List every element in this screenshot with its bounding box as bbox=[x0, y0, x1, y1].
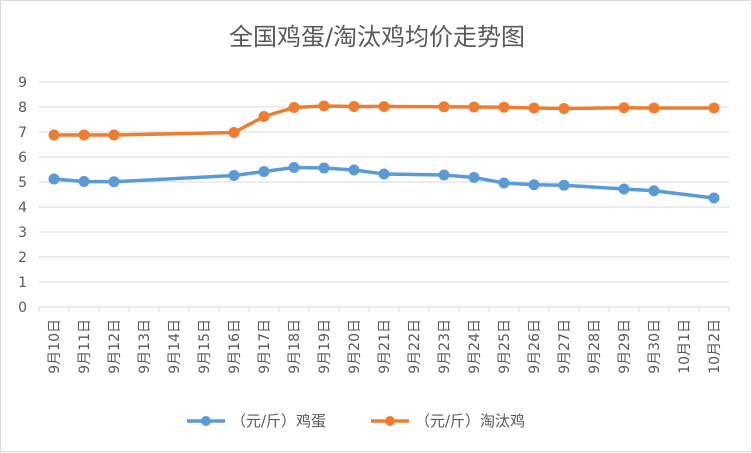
x-tick-label: 9月15日 bbox=[197, 319, 213, 374]
y-tick-label: 1 bbox=[18, 275, 27, 291]
data-point bbox=[78, 176, 90, 187]
x-tick-label: 9月21日 bbox=[377, 319, 393, 374]
data-point bbox=[48, 173, 60, 185]
x-tick-label: 9月30日 bbox=[647, 319, 663, 374]
x-tick-label: 9月26日 bbox=[527, 319, 543, 374]
data-point bbox=[228, 170, 240, 181]
x-tick-label: 10月1日 bbox=[677, 319, 693, 374]
y-tick-label: 0 bbox=[18, 300, 27, 316]
data-point bbox=[378, 168, 390, 180]
x-tick-label: 9月13日 bbox=[137, 319, 153, 374]
y-tick-label: 6 bbox=[18, 150, 27, 166]
x-tick-label: 9月19日 bbox=[317, 319, 333, 374]
data-point bbox=[438, 101, 450, 113]
data-point bbox=[108, 176, 120, 188]
x-tick-label: 9月22日 bbox=[407, 319, 423, 374]
x-tick-label: 9月17日 bbox=[257, 319, 273, 374]
x-tick-label: 9月11日 bbox=[77, 319, 93, 374]
data-point bbox=[258, 166, 270, 177]
y-tick-label: 7 bbox=[18, 125, 27, 141]
x-tick-label: 9月24日 bbox=[467, 319, 483, 374]
data-point bbox=[468, 101, 480, 113]
y-tick-label: 2 bbox=[18, 250, 27, 266]
y-tick-label: 9 bbox=[18, 75, 27, 91]
chart-title: 全国鸡蛋/淘汰鸡均价走势图 bbox=[229, 23, 525, 51]
x-tick-label: 9月20日 bbox=[347, 319, 363, 374]
x-tick-label: 9月25日 bbox=[497, 319, 513, 374]
legend-label-1: （元/斤）淘汰鸡 bbox=[415, 412, 525, 430]
data-point bbox=[318, 100, 330, 112]
x-tick-label: 10月2日 bbox=[707, 319, 723, 374]
x-tick-label: 9月29日 bbox=[617, 319, 633, 374]
x-tick-label: 9月28日 bbox=[587, 319, 603, 374]
data-point bbox=[528, 102, 540, 114]
data-point bbox=[228, 127, 240, 138]
data-point bbox=[378, 101, 390, 112]
data-point bbox=[618, 102, 630, 114]
x-tick-label: 9月18日 bbox=[287, 319, 303, 374]
data-point bbox=[558, 103, 570, 114]
y-axis-ticks: 0 1 2 3 4 5 6 7 8 9 bbox=[18, 75, 27, 316]
legend-marker-1 bbox=[385, 416, 395, 426]
data-point bbox=[558, 179, 570, 191]
data-point bbox=[498, 177, 510, 189]
x-tick-label: 9月10日 bbox=[47, 319, 63, 374]
data-point bbox=[648, 185, 660, 197]
data-point bbox=[348, 164, 360, 176]
y-tick-label: 8 bbox=[18, 100, 27, 116]
data-point bbox=[708, 102, 720, 114]
data-point bbox=[498, 101, 510, 113]
data-point bbox=[348, 101, 360, 112]
x-tick-label: 9月16日 bbox=[227, 319, 243, 374]
data-point bbox=[318, 162, 330, 174]
data-point bbox=[78, 129, 90, 141]
x-tick-label: 9月27日 bbox=[557, 319, 573, 374]
data-point bbox=[528, 179, 540, 191]
data-point bbox=[618, 183, 630, 195]
x-tick-label: 9月12日 bbox=[107, 319, 123, 374]
legend-label-0: （元/斤）鸡蛋 bbox=[231, 412, 326, 430]
y-tick-label: 4 bbox=[18, 200, 27, 216]
gridlines bbox=[39, 81, 729, 308]
data-point bbox=[468, 172, 480, 183]
x-axis-ticks: 9月10日 9月11日 9月12日 9月13日 9月14日 9月15日 9月16日 9月17日… bbox=[38, 307, 730, 374]
data-point bbox=[708, 192, 720, 204]
data-point bbox=[438, 169, 450, 181]
data-point bbox=[648, 102, 660, 114]
data-point bbox=[48, 129, 60, 141]
data-point bbox=[288, 162, 300, 173]
x-tick-label: 9月23日 bbox=[437, 319, 453, 374]
y-tick-label: 5 bbox=[18, 175, 27, 191]
y-tick-label: 3 bbox=[18, 225, 27, 241]
data-point bbox=[258, 111, 270, 122]
x-tick-label: 9月14日 bbox=[167, 319, 183, 374]
data-point bbox=[108, 129, 120, 141]
series-group bbox=[48, 100, 720, 204]
legend-marker-0 bbox=[201, 416, 211, 426]
legend: （元/斤）鸡蛋 （元/斤）淘汰鸡 bbox=[187, 412, 525, 430]
data-point bbox=[288, 102, 300, 113]
